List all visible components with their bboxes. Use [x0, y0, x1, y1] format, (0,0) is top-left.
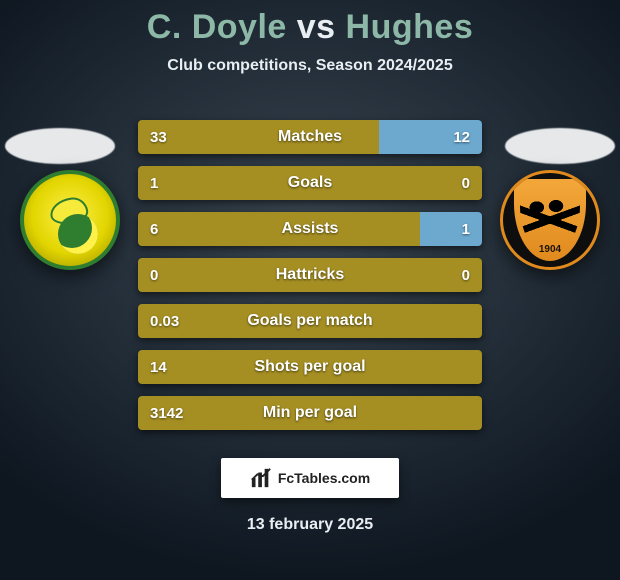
comparison-infographic: C. Doyle vs Hughes Club competitions, Se… — [0, 0, 620, 580]
crest-player1 — [20, 170, 120, 270]
value-left: 33 — [138, 120, 179, 154]
spotlight-right — [505, 128, 615, 164]
vs-text: vs — [297, 8, 336, 46]
value-left: 1 — [138, 166, 170, 200]
value-right: 1 — [450, 212, 482, 246]
page-title: C. Doyle vs Hughes — [0, 0, 620, 47]
value-left: 6 — [138, 212, 170, 246]
tiger-shield-icon: 1904 — [514, 179, 586, 261]
player2-name: Hughes — [346, 8, 474, 46]
stat-row: 61Assists — [138, 212, 482, 246]
value-right: 0 — [450, 258, 482, 292]
value-left: 3142 — [138, 396, 195, 430]
bar-fill-left — [138, 212, 420, 246]
bar-chart-icon — [250, 467, 272, 489]
brand-badge: FcTables.com — [221, 458, 399, 498]
hull-year: 1904 — [539, 244, 561, 255]
value-left: 14 — [138, 350, 179, 384]
bar-fill-left — [138, 166, 482, 200]
value-left: 0 — [138, 258, 170, 292]
brand-text: FcTables.com — [278, 470, 370, 486]
footer-region: FcTables.com 13 february 2025 — [0, 438, 620, 534]
canary-icon — [48, 195, 89, 226]
stat-row: 14Shots per goal — [138, 350, 482, 384]
value-right: 0 — [450, 166, 482, 200]
bar-fill-left — [138, 258, 482, 292]
stat-row: 3312Matches — [138, 120, 482, 154]
spotlight-left — [5, 128, 115, 164]
date-text: 13 february 2025 — [0, 516, 620, 534]
bar-fill-left — [138, 350, 482, 384]
stat-row: 0.03Goals per match — [138, 304, 482, 338]
value-right: 12 — [441, 120, 482, 154]
player1-name: C. Doyle — [147, 8, 287, 46]
stat-row: 3142Min per goal — [138, 396, 482, 430]
value-left: 0.03 — [138, 304, 191, 338]
stat-row: 10Goals — [138, 166, 482, 200]
crest-player2: 1904 — [500, 170, 600, 270]
comparison-bars: 3312Matches10Goals61Assists00Hattricks0.… — [138, 120, 482, 442]
subtitle: Club competitions, Season 2024/2025 — [0, 57, 620, 75]
stat-row: 00Hattricks — [138, 258, 482, 292]
